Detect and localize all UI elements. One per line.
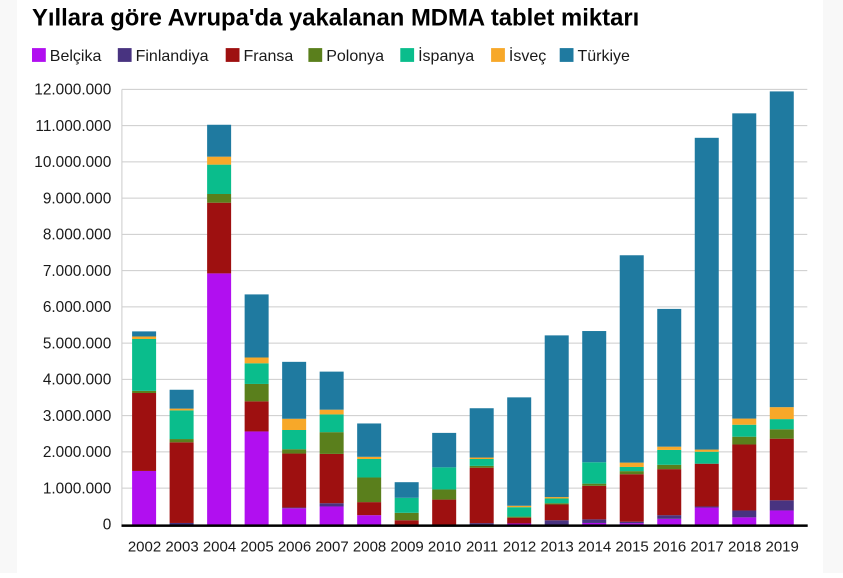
svg-text:Polonya: Polonya (326, 48, 384, 65)
svg-text:Türkiye: Türkiye (578, 48, 631, 65)
svg-text:2016: 2016 (653, 539, 686, 556)
svg-text:2010: 2010 (428, 539, 461, 556)
svg-text:2019: 2019 (766, 539, 799, 556)
svg-text:Finlandiya: Finlandiya (136, 48, 209, 65)
svg-text:2012: 2012 (503, 539, 536, 556)
svg-text:2014: 2014 (578, 539, 611, 556)
svg-text:2018: 2018 (728, 539, 761, 556)
svg-text:10.000.000: 10.000.000 (34, 154, 111, 171)
svg-text:6.000.000: 6.000.000 (43, 299, 111, 316)
svg-text:2004: 2004 (203, 539, 236, 556)
svg-text:2003: 2003 (165, 539, 198, 556)
svg-text:Belçika: Belçika (50, 48, 102, 65)
svg-text:0: 0 (103, 517, 112, 534)
svg-text:5.000.000: 5.000.000 (43, 335, 111, 352)
svg-text:İspanya: İspanya (418, 46, 474, 65)
svg-text:3.000.000: 3.000.000 (43, 408, 111, 425)
svg-text:4.000.000: 4.000.000 (43, 372, 111, 389)
svg-text:2006: 2006 (278, 539, 311, 556)
svg-text:2015: 2015 (615, 539, 648, 556)
svg-text:2008: 2008 (353, 539, 386, 556)
svg-text:2011: 2011 (466, 539, 498, 556)
svg-text:Fransa: Fransa (244, 48, 294, 65)
svg-text:2002: 2002 (128, 539, 161, 556)
svg-text:9.000.000: 9.000.000 (43, 190, 111, 207)
svg-text:Yıllara göre Avrupa'da yakalan: Yıllara göre Avrupa'da yakalanan MDMA ta… (32, 5, 639, 32)
svg-text:1.000.000: 1.000.000 (43, 480, 111, 497)
svg-text:2.000.000: 2.000.000 (43, 444, 111, 461)
svg-text:İsveç: İsveç (509, 46, 546, 65)
svg-text:7.000.000: 7.000.000 (43, 263, 111, 280)
svg-text:2005: 2005 (240, 539, 273, 556)
svg-text:2013: 2013 (540, 539, 573, 556)
svg-text:11.000.000: 11.000.000 (35, 118, 111, 135)
svg-text:2007: 2007 (315, 539, 348, 556)
svg-text:2009: 2009 (390, 539, 423, 556)
svg-text:2017: 2017 (690, 539, 723, 556)
svg-text:8.000.000: 8.000.000 (43, 227, 111, 244)
svg-text:12.000.000: 12.000.000 (34, 82, 111, 99)
